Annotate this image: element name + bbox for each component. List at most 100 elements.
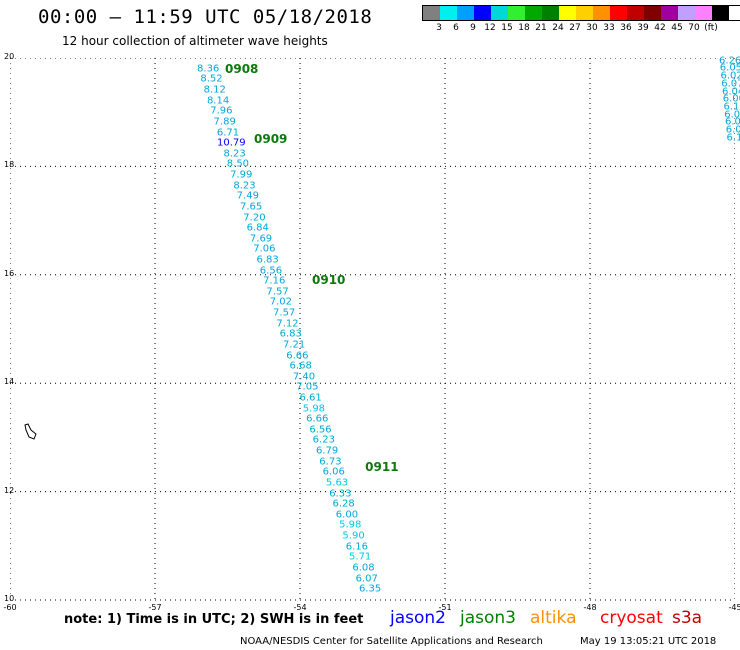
legend-swatch <box>576 6 593 20</box>
wave-height-label: 6.56 <box>309 424 332 436</box>
wave-height-label: 8.23 <box>233 180 256 192</box>
legend-swatch <box>661 6 678 20</box>
wave-height-label: 6.71 <box>216 127 240 139</box>
legend-label: 3 <box>436 23 442 33</box>
legend-swatch <box>525 6 542 20</box>
legend-swatch <box>423 6 440 20</box>
wave-height-label: 6.83 <box>256 254 279 266</box>
wave-height-label: 5.90 <box>342 530 365 542</box>
wave-height-label: 6.00 <box>335 509 359 521</box>
footnote: note: 1) Time is in UTC; 2) SWH is in fe… <box>64 612 364 627</box>
wave-height-label: 6.07 <box>721 78 740 90</box>
wave-height-label: 7.06 <box>253 243 276 255</box>
wave-height-label: 5.71 <box>349 551 372 563</box>
legend-label: 24 <box>552 23 564 33</box>
wave-height-label: 7.99 <box>230 169 253 181</box>
legend-label: 27 <box>569 23 581 33</box>
wave-height-label: 7.89 <box>213 116 236 128</box>
wave-height-label: 8.23 <box>223 148 246 160</box>
wave-height-label: 6.11 <box>726 132 740 144</box>
wave-height-label: 6.06 <box>322 466 345 478</box>
wave-height-label: 7.49 <box>236 190 259 202</box>
x-tick-label: -60 <box>3 603 17 612</box>
wave-height-label: 8.14 <box>206 95 230 107</box>
wave-height-label: 6.03 <box>724 116 740 128</box>
wave-height-label: 6.26 <box>719 55 740 67</box>
wave-height-label: 6.83 <box>279 328 302 340</box>
wave-height-label: 6.66 <box>306 413 329 425</box>
wave-height-label: 7.12 <box>276 318 299 330</box>
wave-height-label: 7.20 <box>243 212 266 223</box>
wave-height-label: 7.57 <box>273 307 296 319</box>
wave-height-label: 6.04 <box>722 86 740 98</box>
wave-height-label: 7.05 <box>296 381 319 393</box>
legend-swatches <box>422 5 740 21</box>
wave-height-label: 8.12 <box>203 84 226 96</box>
wave-height-label: 7.65 <box>239 201 263 213</box>
wave-height-label: 6.56 <box>259 265 283 277</box>
legend-label: 30 <box>586 23 598 33</box>
pass-time-label: 0910 <box>312 273 346 288</box>
legend-swatch <box>644 6 661 20</box>
legend-labels: 3 6 9 12 15 18 21 24 27 30 33 36 39 42 45 70 (ft) <box>422 21 740 33</box>
wave-height-label: 7.57 <box>266 286 289 298</box>
wave-height-label: 6.02 <box>720 70 740 82</box>
legend-swatch <box>627 6 644 20</box>
satellite-name: s3a <box>672 608 703 628</box>
wave-height-label: 8.50 <box>226 158 250 170</box>
wave-height-label: 7.21 <box>282 339 306 351</box>
legend-swatch <box>712 6 729 20</box>
legend-swatch <box>593 6 610 20</box>
wave-height-label: 6.08 <box>352 562 375 574</box>
wave-height-label: 7.40 <box>292 371 316 383</box>
legend-label: 21 <box>535 23 547 33</box>
legend-swatch <box>542 6 559 20</box>
legend-swatch <box>559 6 576 20</box>
x-tick-label: -57 <box>148 603 162 612</box>
wave-height-label: 5.63 <box>325 477 349 489</box>
legend-swatch <box>474 6 491 20</box>
pass-time-label: 0909 <box>254 132 288 147</box>
wave-height-label: 6.10 <box>723 101 740 113</box>
wave-height-label: 5.98 <box>302 403 326 415</box>
legend-label: (ft) <box>704 23 718 33</box>
y-tick-label: 20 <box>4 52 15 61</box>
wave-height-label: 6.73 <box>319 456 342 468</box>
map-title: 00:00 – 11:59 UTC 05/18/2018 <box>38 6 373 28</box>
map-plot <box>10 58 735 601</box>
legend-swatch <box>678 6 695 20</box>
legend-swatch <box>440 6 457 20</box>
satellite-name: jason2 <box>390 608 446 628</box>
legend-label: 6 <box>453 23 459 33</box>
wave-height-label: 6.35 <box>358 583 382 595</box>
y-tick-label: 16 <box>4 268 15 278</box>
wave-height-label: 8.52 <box>200 73 223 85</box>
wave-height-label: 6.33 <box>329 488 352 500</box>
x-tick-label: -51 <box>438 603 452 612</box>
legend-label: 42 <box>654 23 666 33</box>
satellite-name: altika <box>530 608 577 628</box>
legend-label: 70 <box>688 23 700 33</box>
wave-height-label: 6.28 <box>332 498 355 510</box>
legend-swatch <box>610 6 627 20</box>
pass-time-label: 0908 <box>225 61 259 76</box>
credit-text: NOAA/NESDIS Center for Satellite Applica… <box>240 636 543 647</box>
wave-height-label: 6.07 <box>355 573 378 585</box>
wave-height-label: 6.23 <box>312 434 335 446</box>
map-subtitle: 12 hour collection of altimeter wave hei… <box>62 34 328 48</box>
wave-height-label: 7.02 <box>269 296 292 308</box>
wave-height-label: 6.61 <box>299 392 322 404</box>
legend-swatch <box>491 6 508 20</box>
wave-height-label: 6.08 <box>724 109 740 121</box>
legend-label: 18 <box>518 23 530 33</box>
legend-label: 9 <box>470 23 476 33</box>
wave-height-label: 7.69 <box>249 233 273 245</box>
wave-height-label: 7.96 <box>210 105 233 117</box>
color-legend: 3 6 9 12 15 18 21 24 27 30 33 36 39 42 45 70 (ft) <box>422 5 740 33</box>
wave-height-label: 6.05 <box>719 62 740 74</box>
satellite-name: cryosat <box>600 608 663 628</box>
y-tick-label: 12 <box>4 485 15 495</box>
y-tick-label: 10 <box>4 594 15 603</box>
wave-height-label: 6.68 <box>289 360 312 372</box>
wave-height-label: 6.00 <box>722 93 740 105</box>
